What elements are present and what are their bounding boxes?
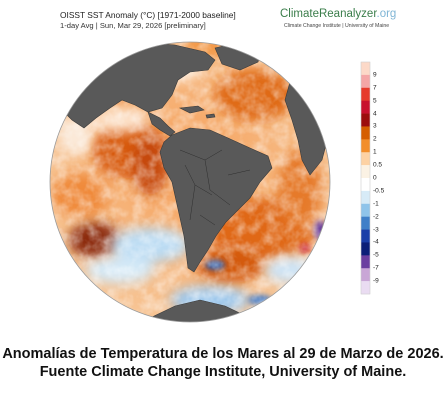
colorbar-tick-label: 5	[373, 97, 377, 105]
colorbar-tick-label: 7	[373, 84, 377, 92]
colorbar-tick-label: -2	[373, 213, 379, 221]
colorbar-frame	[360, 61, 371, 295]
colorbar-swatch	[361, 190, 370, 205]
colorbar-tick-label: -9	[373, 277, 379, 285]
colorbar-swatch	[361, 139, 370, 153]
colorbar-swatch	[361, 100, 370, 114]
colorbar-swatch	[361, 229, 370, 243]
map-title: OISST SST Anomaly (°C) [1971-2000 baseli…	[60, 10, 236, 20]
colorbar-tick-label: 9	[373, 71, 377, 79]
colorbar-swatch	[361, 126, 370, 140]
colorbar-tick-label: -3	[373, 226, 379, 234]
colorbar-tick-label: 4	[373, 110, 377, 118]
colorbar-tick-label: -4	[373, 238, 379, 246]
brand-name: ClimateReanalyzer	[280, 8, 377, 20]
colorbar-tick-label: -5	[373, 251, 379, 259]
colorbar-tick-label: 0	[373, 174, 377, 182]
colorbar-tick-label: -0.5	[373, 187, 385, 195]
caption: Anomalías de Temperatura de los Mares al…	[0, 345, 446, 381]
colorbar-swatch	[361, 216, 370, 230]
colorbar-tick-label: 1	[373, 148, 377, 156]
colorbar-swatch	[361, 255, 370, 269]
map-subtitle: 1-day Avg | Sun, Mar 29, 2026 [prelimina…	[60, 21, 206, 30]
colorbar-tick-label: -1	[373, 200, 379, 208]
colorbar-swatch	[361, 281, 370, 295]
colorbar-swatch	[361, 87, 370, 101]
colorbar-tick-label: 3	[373, 122, 377, 130]
brand-tagline: Climate Change Institute | University of…	[284, 23, 390, 29]
caption-line-1: Anomalías de Temperatura de los Mares al…	[2, 346, 444, 362]
ocean-anomaly-field	[50, 42, 330, 322]
colorbar-swatch	[361, 178, 370, 192]
brand-logo[interactable]: ClimateReanalyzer.org	[280, 8, 396, 20]
colorbar-tick-label: 2	[373, 135, 377, 143]
colorbar-swatch	[361, 242, 370, 256]
colorbar-swatch	[361, 165, 370, 179]
colorbar-swatch	[361, 74, 370, 89]
country-borders	[179, 149, 251, 226]
colorbar-swatch	[361, 268, 370, 282]
colorbar-swatch	[361, 62, 370, 76]
colorbar-swatch	[361, 152, 370, 166]
caption-line-2: Fuente Climate Change Institute, Univers…	[39, 364, 407, 380]
colorbar-tick-label: 0.5	[373, 161, 383, 169]
colorbar-swatch	[361, 113, 370, 127]
brand-domain: .org	[376, 8, 397, 20]
colorbar-tick-label: -7	[373, 264, 379, 272]
colorbar	[360, 61, 371, 295]
colorbar-swatch	[361, 203, 370, 217]
